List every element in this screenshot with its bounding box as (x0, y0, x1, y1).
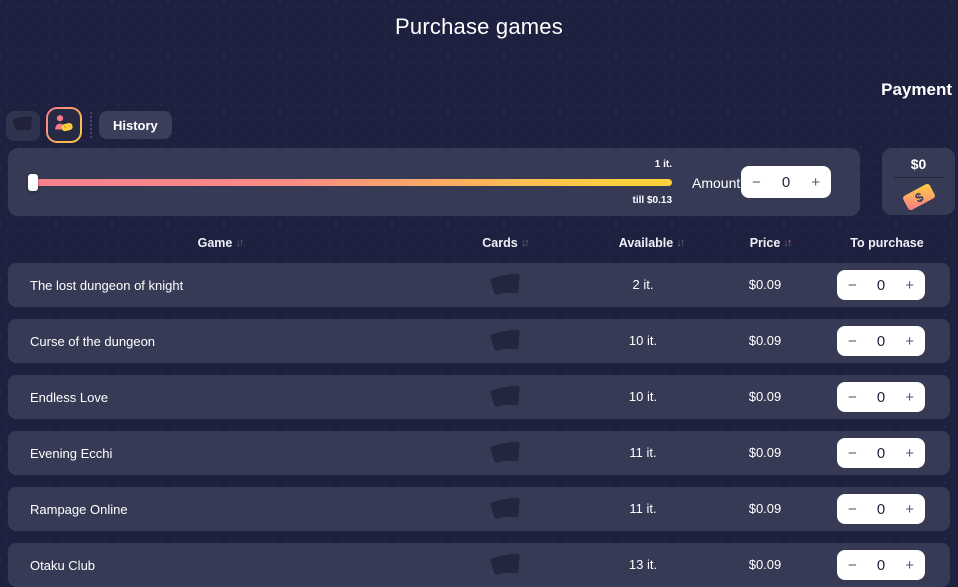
amount-decrease-button[interactable]: − (752, 173, 761, 191)
user-gamepad-icon (53, 112, 75, 139)
qty-decrease-button[interactable]: − (848, 500, 857, 518)
qty-increase-button[interactable]: + (905, 388, 914, 406)
qty-value: 0 (876, 556, 886, 574)
available-count: 11 it. (629, 501, 657, 516)
cards-icon (488, 326, 524, 356)
table-row: Otaku Club 13 it. $0.09 − 0 + (8, 543, 950, 587)
payment-total: $0 (910, 156, 927, 172)
column-header-game-label: Game (197, 236, 233, 250)
game-name: Endless Love (30, 389, 109, 405)
slider-limit-value: till $0.13 (632, 195, 672, 206)
column-header-game[interactable]: Game ↓ ↑ (160, 236, 280, 250)
column-header-available-label: Available (618, 236, 674, 250)
page-title: Purchase games (395, 14, 563, 39)
qty-increase-button[interactable]: + (905, 276, 914, 294)
qty-value: 0 (876, 276, 886, 294)
available-count: 13 it. (628, 557, 658, 572)
qty-increase-button[interactable]: + (905, 444, 914, 462)
table-row: Endless Love 10 it. $0.09 − 0 + (8, 375, 950, 419)
price: $0.09 (748, 501, 782, 516)
table-row: Rampage Online 11 it. $0.09 − 0 + (8, 487, 950, 531)
table-row: Curse of the dungeon 10 it. $0.09 − 0 + (8, 319, 950, 363)
game-name: Curse of the dungeon (30, 333, 156, 349)
column-header-cards[interactable]: Cards ↓ ↑ (455, 236, 555, 250)
qty-value: 0 (876, 500, 886, 518)
cards-icon (488, 270, 524, 300)
money-ticket-icon: $ (899, 180, 939, 219)
payment-divider (894, 177, 943, 178)
toolbar-divider (90, 112, 92, 138)
game-name: Otaku Club (30, 557, 96, 573)
price: $0.09 (748, 445, 782, 460)
column-header-available[interactable]: Available ↓ ↑ (596, 236, 706, 250)
price: $0.09 (748, 277, 782, 292)
amount-label: Amount: (692, 175, 745, 191)
price: $0.09 (748, 333, 782, 348)
payment-heading: Payment (881, 80, 952, 99)
cards-icon (488, 550, 524, 580)
column-header-to-purchase: To purchase (835, 236, 939, 250)
amount-slider-handle[interactable] (28, 174, 38, 191)
purchase-qty-stepper[interactable]: − 0 + (837, 494, 925, 524)
cards-icon (488, 382, 524, 412)
payment-total-box: $0 $ (882, 148, 955, 215)
qty-decrease-button[interactable]: − (848, 332, 857, 350)
qty-increase-button[interactable]: + (905, 500, 914, 518)
table-row: Evening Ecchi 11 it. $0.09 − 0 + (8, 431, 950, 475)
qty-decrease-button[interactable]: − (848, 388, 857, 406)
sort-icon-cards: ↓ ↑ (520, 236, 530, 249)
available-count: 10 it. (628, 389, 658, 404)
tab-cards[interactable] (6, 111, 40, 141)
history-button-label: History (113, 117, 158, 133)
qty-value: 0 (876, 332, 886, 350)
cards-icon (488, 438, 524, 468)
column-header-to-purchase-label: To purchase (850, 236, 924, 250)
table-row: The lost dungeon of knight 2 it. $0.09 −… (8, 263, 950, 307)
available-count: 10 it. (628, 333, 658, 348)
qty-increase-button[interactable]: + (905, 556, 914, 574)
cards-icon (12, 114, 34, 139)
purchase-qty-stepper[interactable]: − 0 + (837, 270, 925, 300)
sort-icon-available: ↓ ↑ (676, 236, 685, 249)
purchase-qty-stepper[interactable]: − 0 + (837, 382, 925, 412)
purchase-qty-stepper[interactable]: − 0 + (837, 326, 925, 356)
sort-icon-price-active: ↓ ↑ (783, 236, 792, 249)
available-count: 11 it. (629, 445, 657, 460)
amount-stepper[interactable]: − 0 + (741, 166, 831, 198)
purchase-amount-panel: 1 it. till $0.13 Amount: − 0 + (8, 148, 860, 216)
game-name: The lost dungeon of knight (30, 277, 184, 293)
qty-value: 0 (876, 388, 886, 406)
available-count: 2 it. (632, 277, 654, 292)
history-button[interactable]: History (99, 111, 172, 139)
game-name: Rampage Online (30, 501, 128, 517)
amount-increase-button[interactable]: + (811, 173, 820, 191)
column-header-price-label: Price (749, 236, 781, 250)
purchase-qty-stepper[interactable]: − 0 + (837, 550, 925, 580)
column-header-price[interactable]: Price ↓ ↑ (725, 236, 815, 250)
qty-decrease-button[interactable]: − (848, 556, 857, 574)
tab-buy-games[interactable] (46, 107, 82, 143)
game-name: Evening Ecchi (30, 445, 113, 461)
qty-decrease-button[interactable]: − (848, 444, 857, 462)
qty-decrease-button[interactable]: − (848, 276, 857, 294)
amount-slider-track[interactable] (32, 179, 672, 186)
column-header-cards-label: Cards (482, 236, 518, 250)
slider-current-value: 1 it. (654, 159, 672, 170)
cards-icon (488, 494, 524, 524)
qty-value: 0 (876, 444, 886, 462)
price: $0.09 (748, 389, 782, 404)
amount-value: 0 (781, 173, 791, 191)
price: $0.09 (748, 557, 782, 572)
qty-increase-button[interactable]: + (905, 332, 914, 350)
sort-icon-game: ↓ ↑ (235, 236, 244, 249)
purchase-qty-stepper[interactable]: − 0 + (837, 438, 925, 468)
